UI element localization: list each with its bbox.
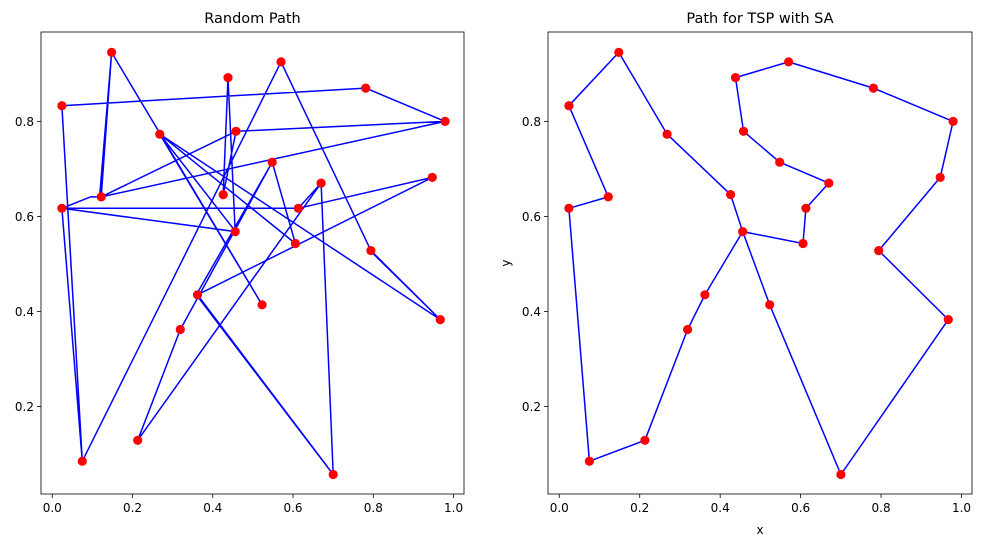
y-tick-label: 0.6 xyxy=(522,210,541,224)
city-point xyxy=(77,456,87,466)
city-point xyxy=(230,227,240,237)
y-tick-label: 0.8 xyxy=(522,115,541,129)
city-point xyxy=(267,157,277,167)
city-point xyxy=(218,190,228,200)
x-axis-label: x xyxy=(756,523,763,537)
city-point xyxy=(798,238,808,249)
y-tick-label: 0.6 xyxy=(15,210,34,224)
city-point xyxy=(683,324,693,335)
city-point xyxy=(640,435,650,445)
city-point xyxy=(564,101,574,111)
city-point xyxy=(662,129,672,139)
city-point xyxy=(361,83,371,93)
city-point xyxy=(257,300,267,310)
city-point xyxy=(700,290,710,300)
x-tick-label: 0.0 xyxy=(43,501,62,515)
city-point xyxy=(836,469,846,480)
city-point xyxy=(948,116,958,126)
city-point xyxy=(603,192,613,202)
city-point xyxy=(155,129,165,139)
x-tick-label: 1.0 xyxy=(444,501,463,515)
city-point xyxy=(435,315,445,325)
x-tick-label: 0.8 xyxy=(364,501,383,515)
x-tick-label: 0.0 xyxy=(550,501,569,515)
x-tick-label: 0.4 xyxy=(203,501,222,515)
city-point xyxy=(943,315,953,325)
city-point xyxy=(726,190,736,200)
city-point xyxy=(738,227,748,237)
city-point xyxy=(328,469,338,480)
x-tick-label: 0.8 xyxy=(872,501,891,515)
city-point xyxy=(584,456,595,466)
city-point xyxy=(133,435,143,445)
city-point xyxy=(775,157,785,167)
city-point xyxy=(366,246,376,256)
city-point xyxy=(57,101,67,111)
chart-title: Random Path xyxy=(204,11,301,27)
axes-frame xyxy=(547,31,973,495)
axes-frame xyxy=(40,31,465,495)
city-point xyxy=(231,126,241,136)
city-point xyxy=(730,73,741,83)
city-point xyxy=(765,300,775,310)
city-point xyxy=(427,172,437,182)
city-point xyxy=(801,203,811,213)
x-tick-label: 0.2 xyxy=(630,501,649,515)
city-point xyxy=(276,57,286,67)
city-point xyxy=(57,203,67,213)
city-point xyxy=(192,290,203,300)
x-tick-label: 0.2 xyxy=(123,501,142,515)
city-point xyxy=(440,116,450,126)
y-tick-label: 0.4 xyxy=(15,305,34,319)
city-point xyxy=(96,192,106,202)
y-tick-label: 0.2 xyxy=(15,400,34,414)
y-axis-label: y xyxy=(499,259,513,266)
city-point xyxy=(290,238,300,249)
city-point xyxy=(293,203,303,213)
y-tick-label: 0.8 xyxy=(15,115,34,129)
y-tick-label: 0.2 xyxy=(522,400,541,414)
y-tick-label: 0.4 xyxy=(522,305,541,319)
city-point xyxy=(564,203,574,213)
city-point xyxy=(614,47,624,58)
x-tick-label: 0.6 xyxy=(283,501,302,515)
city-point xyxy=(738,126,749,136)
city-point xyxy=(784,57,794,67)
chart-title: Path for TSP with SA xyxy=(686,11,833,27)
chart-1: Random Path 0.0 0.2 0.4 0.6 0.8 1.0 0.2 0.4 0.6 0.… xyxy=(15,11,465,515)
city-point xyxy=(868,83,879,93)
city-point xyxy=(874,246,884,256)
series-path-line xyxy=(568,51,954,476)
chart-2: Path for TSP with SA 0.0 0.2 0.4 0.6 0.8 1.0 0.… xyxy=(499,11,973,537)
city-point xyxy=(824,178,834,188)
city-point xyxy=(107,47,117,58)
series-path-line xyxy=(61,51,446,476)
city-point xyxy=(935,172,945,182)
city-point xyxy=(223,73,233,83)
x-tick-label: 0.4 xyxy=(711,501,730,515)
city-point xyxy=(175,324,185,335)
x-tick-label: 1.0 xyxy=(952,501,971,515)
x-tick-label: 0.6 xyxy=(791,501,810,515)
city-point xyxy=(316,178,326,188)
